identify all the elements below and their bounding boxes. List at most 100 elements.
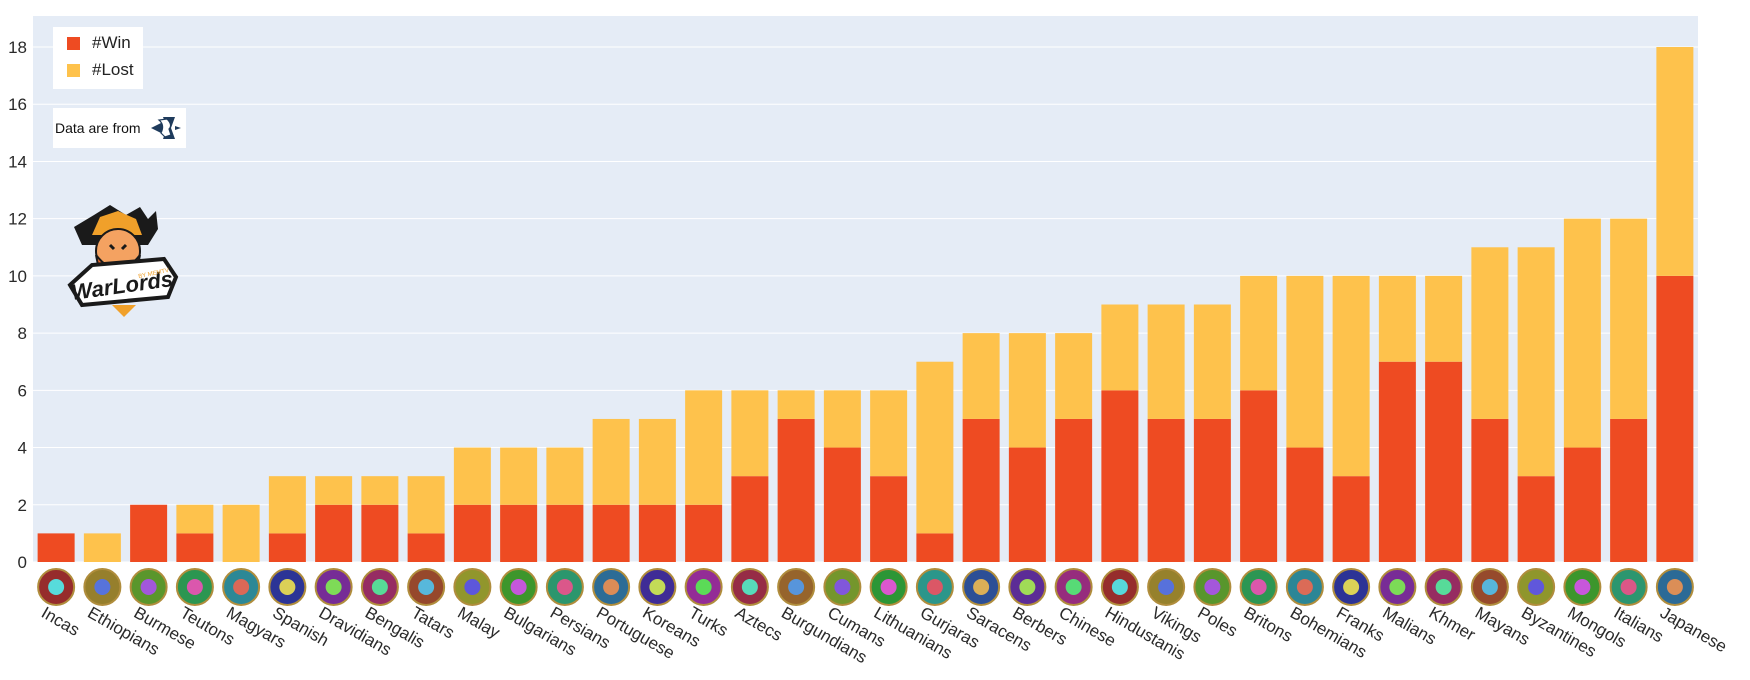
civ-emblem-icon [730, 568, 769, 606]
bar-lost[interactable] [83, 533, 121, 562]
bar-win[interactable] [685, 504, 723, 562]
civ-emblem-icon [684, 568, 723, 606]
bar-lost[interactable] [1563, 218, 1601, 448]
bar-win[interactable] [1286, 447, 1324, 562]
civ-emblem-icon [1424, 568, 1463, 606]
bar-lost[interactable] [361, 476, 399, 505]
bar-win[interactable] [638, 504, 676, 562]
bar-win[interactable] [731, 476, 769, 562]
bar-win[interactable] [407, 533, 445, 562]
bar-win[interactable] [315, 504, 353, 562]
bar-lost[interactable] [685, 390, 723, 505]
bar-lost[interactable] [546, 447, 584, 505]
bar-win[interactable] [500, 504, 538, 562]
x-tick-label: Britons [1241, 603, 1296, 646]
bar-win[interactable] [1147, 418, 1185, 562]
civ-emblem-icon [638, 568, 677, 606]
bar-lost[interactable] [638, 418, 676, 505]
bar-lost[interactable] [1471, 247, 1509, 419]
civ-emblem-icon [1609, 568, 1648, 606]
civ-emblem-icon [407, 568, 446, 606]
bar-win[interactable] [823, 447, 861, 562]
bar-lost[interactable] [1240, 275, 1278, 391]
bar-win[interactable] [1425, 361, 1463, 562]
bar-lost[interactable] [1147, 304, 1185, 419]
civ-emblem-icon [1008, 568, 1047, 606]
civ-emblem-icon [453, 568, 492, 606]
bar-win[interactable] [916, 533, 954, 562]
bar-win[interactable] [1610, 418, 1648, 562]
bar-win[interactable] [777, 418, 815, 562]
bar-lost[interactable] [1517, 247, 1555, 477]
bar-win[interactable] [962, 418, 1000, 562]
civ-emblem-icon [1100, 568, 1139, 606]
y-tick-label: 16 [8, 95, 27, 114]
x-tick-label: Aztecs [732, 603, 786, 645]
x-tick-label: Malay [454, 603, 503, 642]
bar-lost[interactable] [916, 361, 954, 534]
bar-lost[interactable] [870, 390, 908, 477]
bar-lost[interactable] [315, 476, 353, 505]
bar-win[interactable] [1193, 418, 1231, 562]
source-logo-icon [150, 117, 181, 139]
bar-lost[interactable] [1193, 304, 1231, 419]
legend-label-lost: #Lost [92, 60, 134, 79]
civ-emblem-icon [962, 568, 1001, 606]
bar-win[interactable] [592, 504, 630, 562]
civ-emblem-icon [1239, 568, 1278, 606]
bar-lost[interactable] [823, 390, 861, 448]
civ-emblem-icon [37, 568, 76, 606]
civ-emblem-icon [314, 568, 353, 606]
bar-lost[interactable] [453, 447, 491, 505]
y-tick-label: 4 [18, 439, 27, 458]
bar-lost[interactable] [1286, 275, 1324, 448]
bar-win[interactable] [130, 504, 168, 562]
civ-emblem-icon [83, 568, 122, 606]
bar-lost[interactable] [1008, 333, 1046, 448]
bar-win[interactable] [1563, 447, 1601, 562]
bar-win[interactable] [361, 504, 399, 562]
civ-emblem-icon [869, 568, 908, 606]
bar-win[interactable] [546, 504, 584, 562]
bar-win[interactable] [1517, 476, 1555, 562]
bar-win[interactable] [1378, 361, 1416, 562]
bar-lost[interactable] [962, 333, 1000, 419]
bar-win[interactable] [1332, 476, 1370, 562]
bar-win[interactable] [176, 533, 214, 562]
bar-lost[interactable] [777, 390, 815, 419]
bar-lost[interactable] [500, 447, 538, 505]
bar-lost[interactable] [1055, 333, 1093, 419]
legend-item-lost[interactable]: #Lost [67, 60, 134, 80]
bar-lost[interactable] [1101, 304, 1139, 391]
bar-win[interactable] [1101, 390, 1139, 562]
bar-lost[interactable] [407, 476, 445, 534]
bar-win[interactable] [1055, 418, 1093, 562]
bar-lost[interactable] [176, 504, 214, 534]
civ-emblem-icon [268, 568, 307, 606]
bar-win[interactable] [453, 504, 491, 562]
legend: #Win #Lost [53, 27, 143, 89]
bar-lost[interactable] [1378, 275, 1416, 362]
bar-lost[interactable] [222, 504, 260, 562]
bar-win[interactable] [1240, 390, 1278, 562]
bar-lost[interactable] [1332, 275, 1370, 477]
civ-emblem-icon [1147, 568, 1186, 606]
bar-win[interactable] [1471, 418, 1509, 562]
bar-win[interactable] [1008, 447, 1046, 562]
bar-win[interactable] [37, 533, 75, 562]
bar-win[interactable] [268, 533, 306, 562]
bar-lost[interactable] [592, 418, 630, 505]
bar-lost[interactable] [1656, 47, 1694, 276]
bar-win[interactable] [1656, 275, 1694, 562]
x-tick-label: Japanese [1657, 603, 1730, 656]
bar-lost[interactable] [1425, 275, 1463, 362]
civ-emblem-icon [1285, 568, 1324, 606]
bar-lost[interactable] [731, 390, 769, 477]
legend-item-win[interactable]: #Win [67, 33, 131, 53]
bar-win[interactable] [870, 476, 908, 562]
civ-emblem-icon [1054, 568, 1093, 606]
bar-lost[interactable] [1610, 218, 1648, 419]
bar-lost[interactable] [268, 476, 306, 534]
